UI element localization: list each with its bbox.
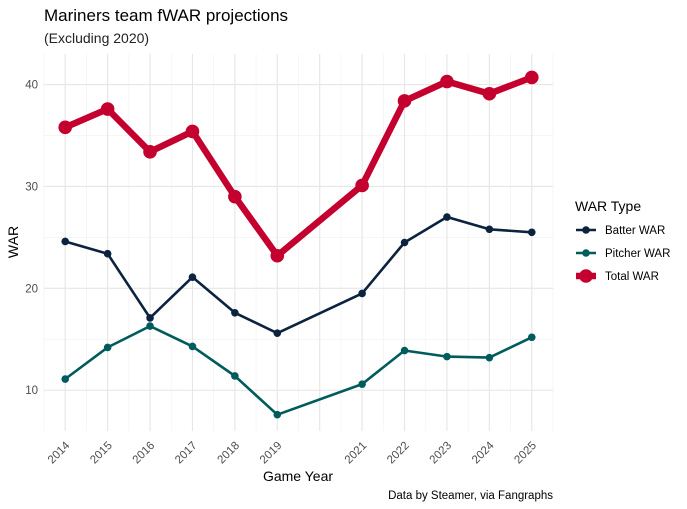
- x-tick-label: 2021: [343, 440, 370, 467]
- x-tick-label: 2014: [46, 439, 73, 466]
- chart-caption: Data by Steamer, via Fangraphs: [388, 490, 553, 502]
- x-tick-label: 2016: [131, 440, 158, 467]
- data-point: [185, 124, 200, 139]
- data-point: [527, 228, 536, 237]
- x-tick-label: 2025: [512, 440, 539, 467]
- data-point: [355, 178, 369, 193]
- data-point: [273, 410, 282, 419]
- data-point: [400, 238, 409, 247]
- data-point: [231, 372, 239, 380]
- legend: WAR Type Batter WAR Pitcher WAR Total WAR: [575, 198, 670, 283]
- data-point: [146, 314, 154, 322]
- x-tick-label: 2023: [428, 440, 455, 467]
- data-point: [485, 225, 494, 234]
- legend-key-point: [582, 226, 590, 234]
- legend-label: Pitcher WAR: [605, 248, 670, 260]
- series-points: [58, 70, 539, 419]
- chart-subtitle: (Excluding 2020): [44, 30, 149, 46]
- data-point: [231, 309, 239, 317]
- y-tick-label: 10: [25, 385, 38, 397]
- data-point: [58, 120, 73, 135]
- data-point: [440, 74, 454, 89]
- legend-key-point: [582, 249, 590, 257]
- y-tick-labels: 10 20 30 40: [25, 80, 38, 398]
- legend-label: Batter WAR: [605, 225, 665, 237]
- data-point: [61, 237, 70, 246]
- data-point: [527, 333, 536, 342]
- gridlines: [43, 54, 554, 431]
- x-tick-label: 2018: [216, 440, 243, 467]
- data-point: [143, 145, 157, 159]
- legend-key-point: [579, 269, 593, 283]
- chart-title: Mariners team fWAR projections: [44, 6, 288, 25]
- data-point: [397, 94, 412, 108]
- data-point: [485, 353, 494, 362]
- data-point: [228, 189, 242, 204]
- y-tick-label: 20: [25, 283, 38, 295]
- data-point: [482, 86, 497, 101]
- data-point: [100, 102, 115, 116]
- y-tick-label: 30: [25, 181, 38, 193]
- data-point: [188, 342, 197, 351]
- x-tick-label: 2019: [258, 440, 285, 467]
- data-point: [273, 329, 282, 337]
- data-point: [61, 375, 70, 383]
- data-point: [146, 322, 154, 330]
- data-point: [358, 380, 366, 388]
- x-tick-label: 2015: [88, 440, 115, 467]
- x-tick-labels: 2014 2015 2016 2017 2018 2019 2021 2022 2023 2024…: [46, 439, 539, 466]
- y-axis-title: WAR: [5, 226, 21, 258]
- data-point: [270, 248, 285, 263]
- data-point: [443, 213, 451, 221]
- data-point: [103, 249, 112, 258]
- x-tick-label: 2017: [173, 440, 200, 467]
- x-axis-title: Game Year: [263, 468, 333, 484]
- data-point: [443, 352, 451, 361]
- legend-label: Total WAR: [605, 271, 659, 283]
- x-tick-label: 2022: [385, 440, 412, 467]
- x-tick-label: 2024: [470, 439, 497, 466]
- data-point: [400, 346, 409, 355]
- y-tick-label: 40: [25, 80, 38, 92]
- data-point: [188, 273, 197, 281]
- legend-title: WAR Type: [575, 198, 641, 214]
- data-point: [524, 70, 539, 85]
- data-point: [103, 343, 112, 352]
- data-point: [358, 289, 366, 298]
